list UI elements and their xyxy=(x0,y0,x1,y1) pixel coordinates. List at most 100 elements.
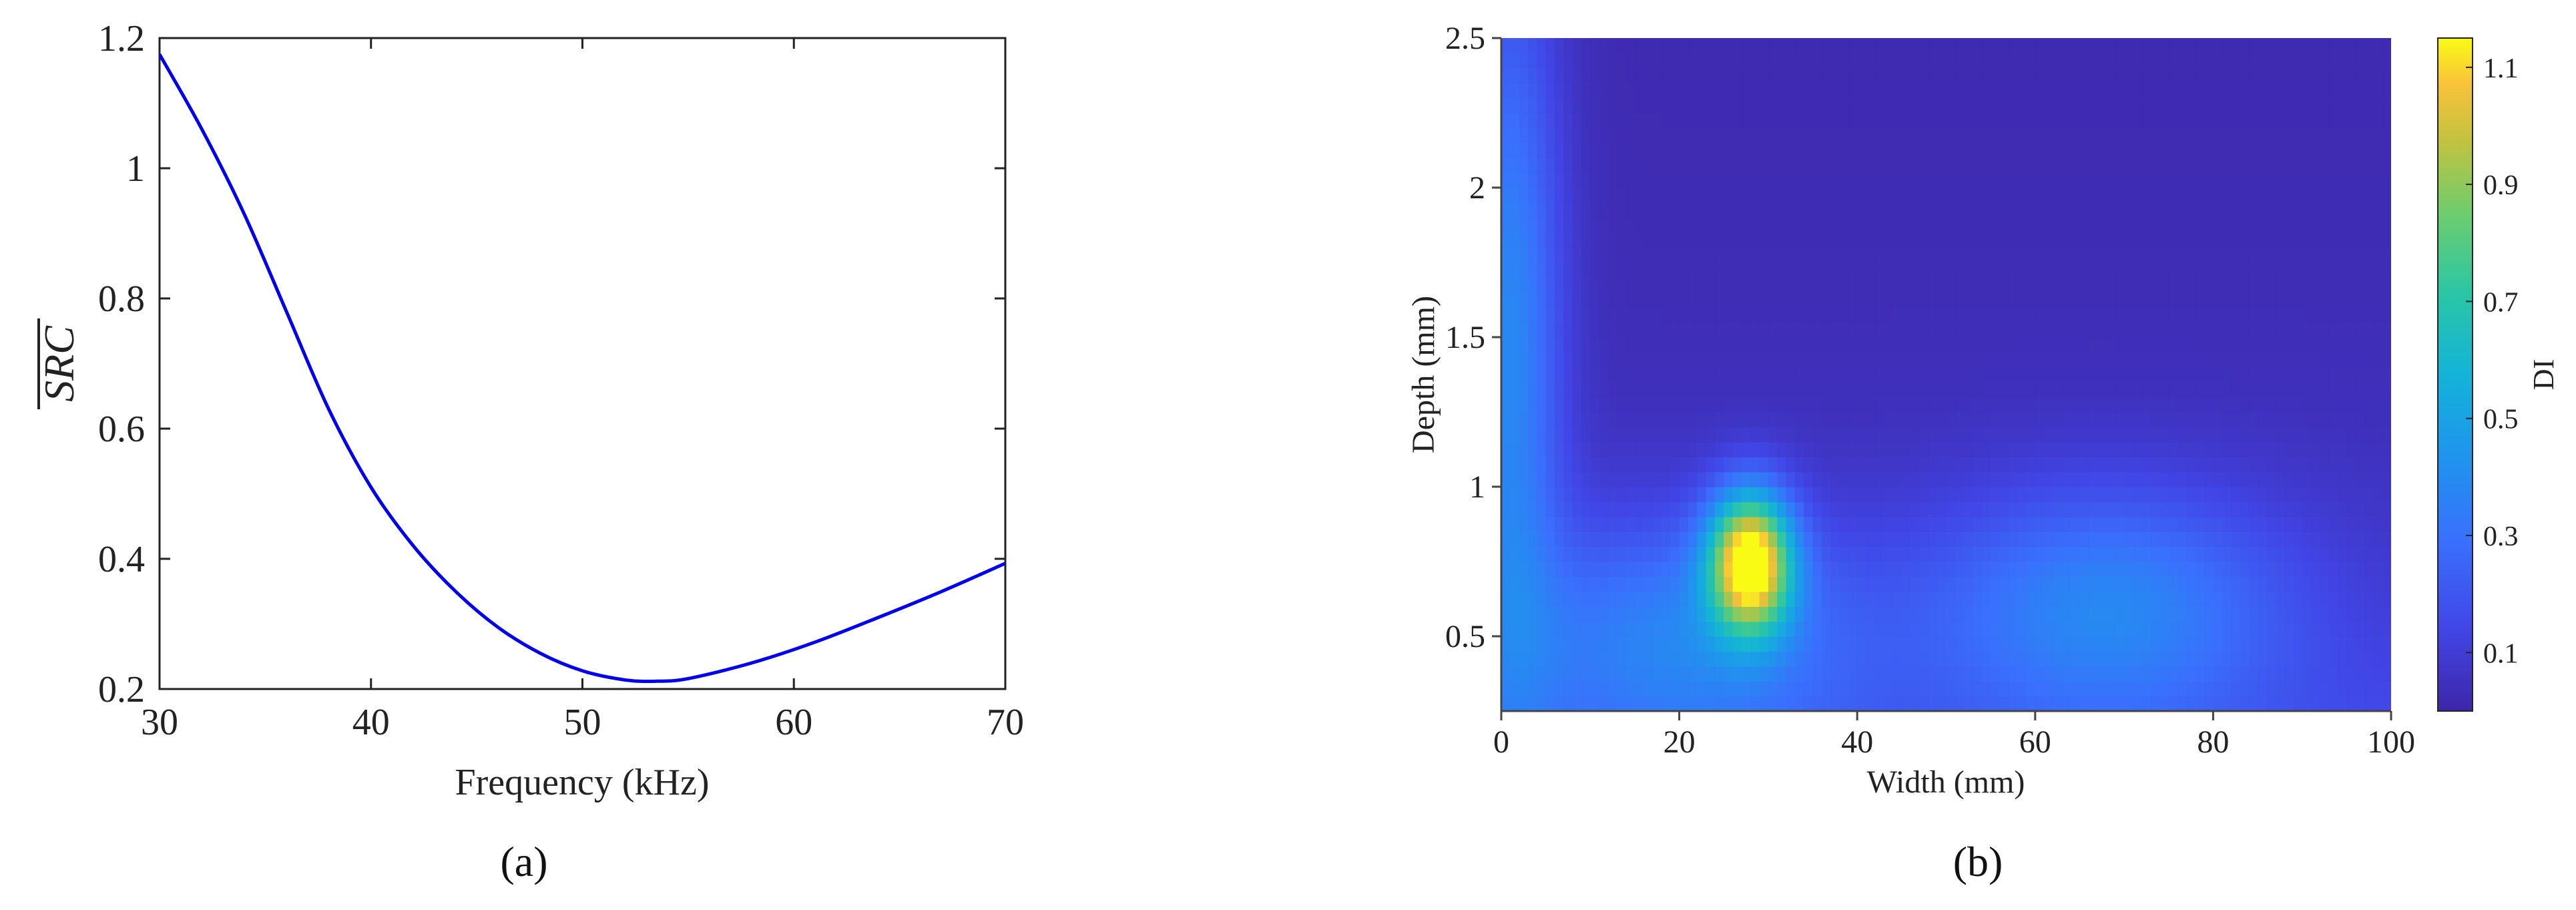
heatmap-cell xyxy=(1794,457,1805,473)
heatmap-cell xyxy=(2346,172,2356,188)
heatmap-cell xyxy=(1554,681,1565,697)
heatmap-cell xyxy=(1812,651,1822,667)
heatmap-cell xyxy=(2195,158,2205,174)
heatmap-cell xyxy=(1527,471,1538,487)
heatmap-cell xyxy=(2124,232,2134,248)
heatmap-cell xyxy=(2213,621,2223,637)
heatmap-cell xyxy=(1661,546,1671,562)
heatmap-cell xyxy=(1545,681,1555,697)
heatmap-cell xyxy=(1741,337,1752,353)
heatmap-cell xyxy=(2346,441,2356,457)
heatmap-cell xyxy=(2355,397,2365,413)
heatmap-cell xyxy=(1910,471,1920,487)
heatmap-cell xyxy=(2204,232,2214,248)
heatmap-cell xyxy=(1652,681,1662,697)
heatmap-cell xyxy=(1874,128,1884,144)
heatmap-cell xyxy=(2079,516,2089,532)
heatmap-cell xyxy=(2186,546,2196,562)
heatmap-cell xyxy=(2186,277,2196,293)
heatmap-cell xyxy=(1679,651,1689,667)
heatmap-cell xyxy=(1848,262,1858,278)
heatmap-cell xyxy=(2338,531,2348,547)
heatmap-cell xyxy=(1910,83,1920,99)
heatmap-cell xyxy=(1874,427,1884,443)
panel-a: 30 40 50 60 700.20.40.60.811.2 Frequency (kH… xyxy=(35,18,1024,885)
heatmap-cell xyxy=(1607,277,1618,293)
heatmap-cell xyxy=(1937,501,1947,517)
heatmap-cell xyxy=(1688,232,1698,248)
heatmap-cell xyxy=(1964,322,1974,338)
heatmap-cell xyxy=(2186,38,2196,54)
heatmap-cell xyxy=(1581,113,1591,129)
heatmap-cell xyxy=(2008,457,2018,473)
heatmap-cell xyxy=(2248,427,2258,443)
heatmap-cell xyxy=(2079,501,2089,517)
heatmap-cell xyxy=(2035,427,2045,443)
heatmap-cell xyxy=(2355,576,2365,592)
heatmap-cell xyxy=(1617,606,1627,622)
heatmap-cell xyxy=(1519,681,1529,697)
heatmap-cell xyxy=(2035,97,2045,113)
heatmap-cell xyxy=(2302,67,2312,83)
heatmap-cell xyxy=(1830,412,1840,428)
heatmap-cell xyxy=(2302,621,2312,637)
heatmap-cell xyxy=(2026,113,2036,129)
heatmap-cell xyxy=(1786,188,1796,204)
heatmap-cell xyxy=(2008,561,2018,578)
heatmap-cell xyxy=(1750,128,1760,144)
heatmap-cell xyxy=(1581,202,1591,218)
heatmap-cell xyxy=(2355,83,2365,99)
heatmap-cell xyxy=(1786,546,1796,562)
heatmap-cell xyxy=(1545,666,1555,682)
heatmap-cell xyxy=(1750,113,1760,129)
heatmap-cell xyxy=(2097,38,2107,54)
heatmap-cell xyxy=(1830,262,1840,278)
heatmap-cell xyxy=(2115,651,2125,667)
heatmap-cell xyxy=(1964,651,1974,667)
heatmap-cell xyxy=(2293,651,2303,667)
heatmap-cell xyxy=(1901,696,1911,711)
heatmap-cell xyxy=(2275,441,2285,457)
heatmap-cell xyxy=(1999,367,2009,383)
heatmap-cell xyxy=(1724,636,1734,652)
heatmap-cell xyxy=(1777,217,1787,233)
heatmap-cell xyxy=(1670,412,1680,428)
heatmap-cell xyxy=(2248,113,2258,129)
heatmap-cell xyxy=(2284,441,2294,457)
heatmap-cell xyxy=(1625,546,1635,562)
heatmap-cell xyxy=(2088,382,2098,398)
heatmap-cell xyxy=(2079,397,2089,413)
heatmap-cell xyxy=(2382,471,2391,487)
heatmap-cell xyxy=(2097,651,2107,667)
heatmap-cell xyxy=(1955,53,1965,69)
heatmap-cell xyxy=(1537,307,1547,323)
heatmap-cell xyxy=(1848,441,1858,457)
heatmap-cell xyxy=(1857,576,1867,592)
heatmap-cell xyxy=(1804,367,1814,383)
heatmap-cell xyxy=(2222,666,2232,682)
heatmap-cell xyxy=(2346,651,2356,667)
heatmap-cell xyxy=(1554,412,1565,428)
heatmap-cell xyxy=(1955,158,1965,174)
heatmap-cell xyxy=(2222,696,2232,711)
heatmap-cell xyxy=(2320,67,2330,83)
heatmap-cell xyxy=(1652,83,1662,99)
heatmap-cell xyxy=(1848,576,1858,592)
heatmap-cell xyxy=(2186,352,2196,368)
heatmap-cell xyxy=(1724,561,1734,578)
heatmap-cell xyxy=(2320,188,2330,204)
heatmap-cell xyxy=(1901,441,1911,457)
heatmap-cell xyxy=(1892,606,1902,622)
heatmap-cell xyxy=(2284,202,2294,218)
heatmap-cell xyxy=(2240,67,2250,83)
heatmap-cell xyxy=(1848,352,1858,368)
heatmap-cell xyxy=(2284,352,2294,368)
heatmap-cell xyxy=(1839,67,1849,83)
heatmap-cell xyxy=(2071,247,2081,263)
heatmap-cell xyxy=(2088,113,2098,129)
heatmap-cell xyxy=(2026,128,2036,144)
heatmap-cell xyxy=(2338,262,2348,278)
heatmap-cell xyxy=(2026,471,2036,487)
heatmap-cell xyxy=(1759,67,1769,83)
heatmap-cell xyxy=(2355,97,2365,113)
